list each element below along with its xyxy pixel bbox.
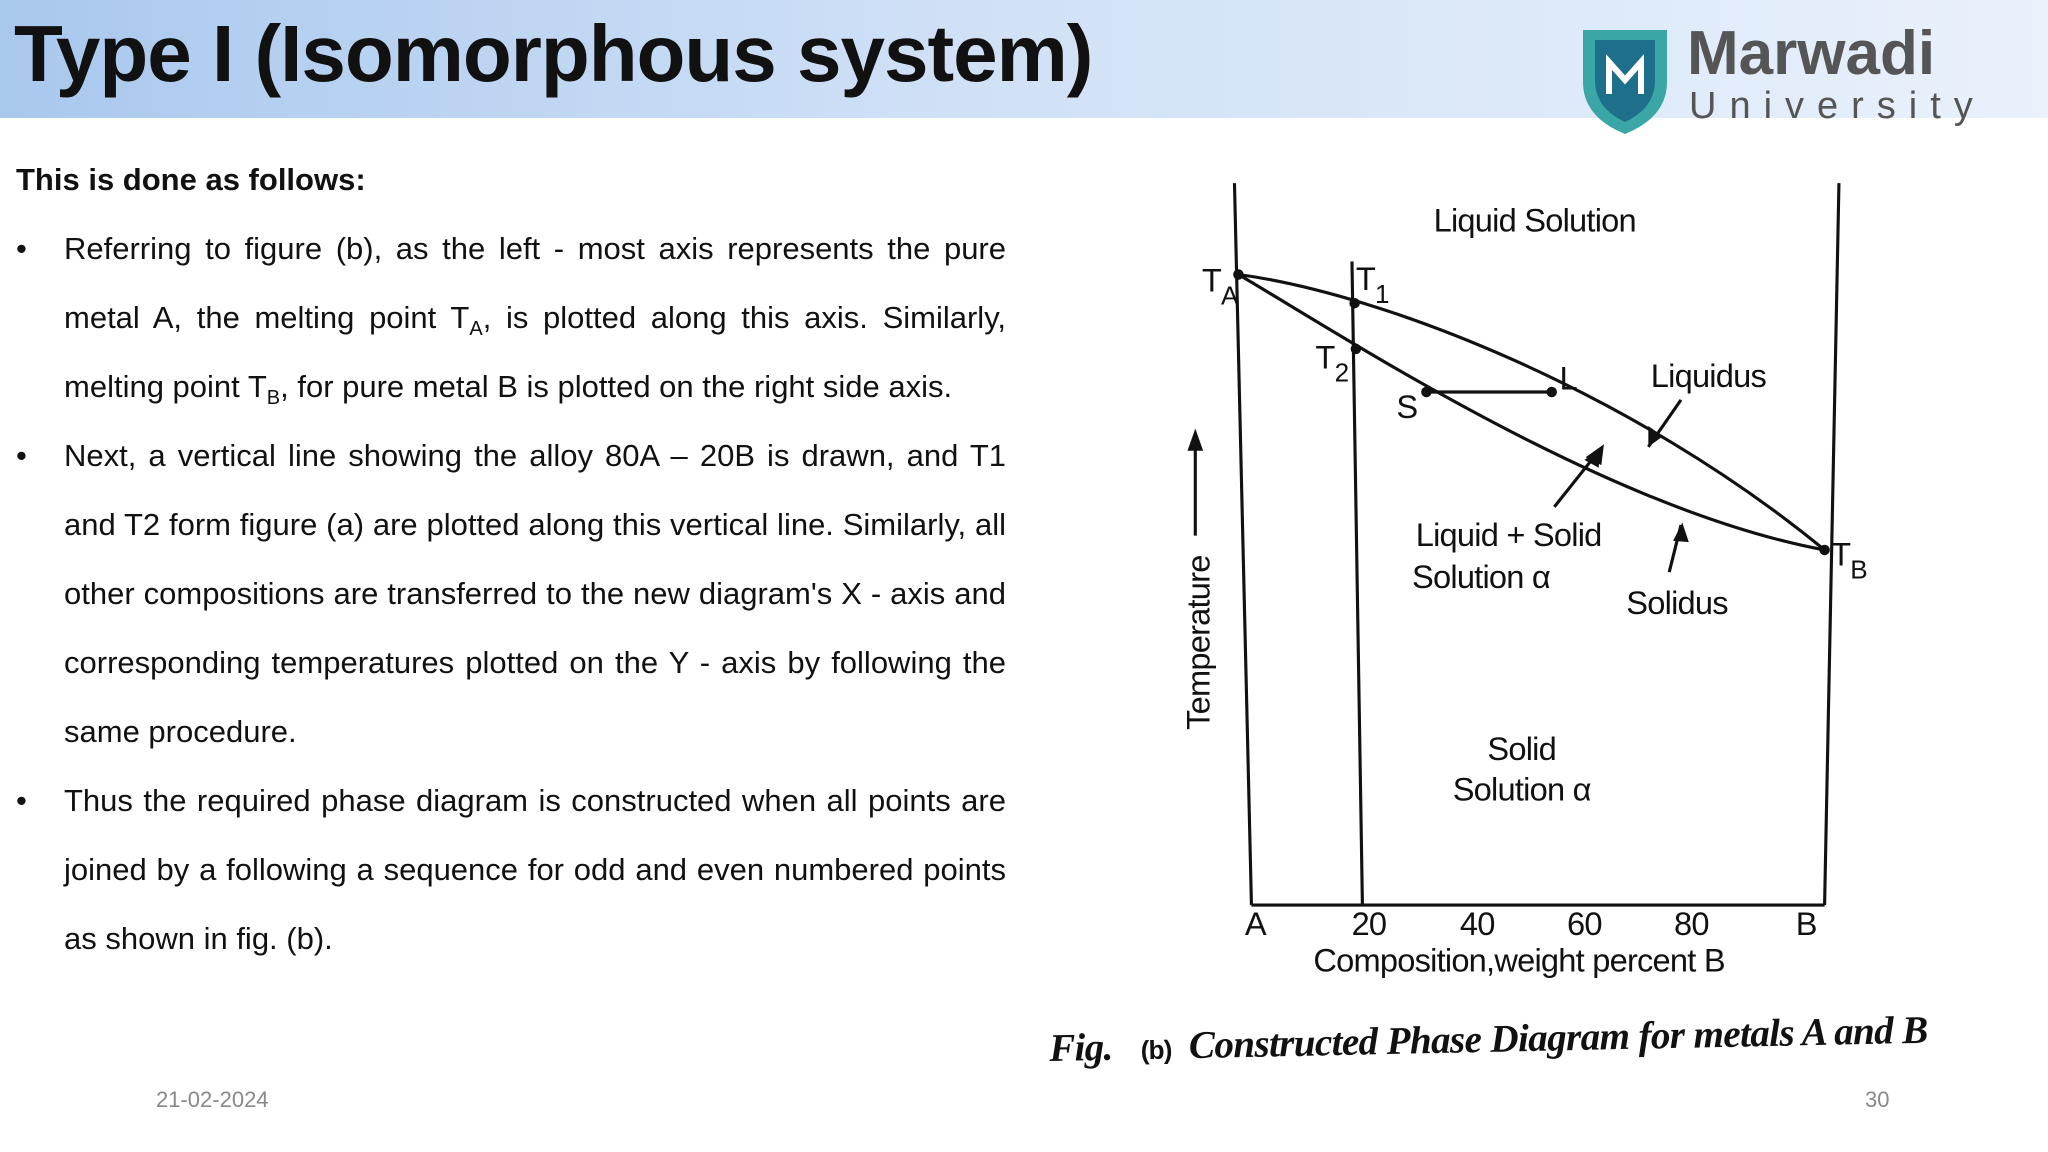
bullet-marker: • (16, 438, 27, 473)
point-label: T2 (1315, 339, 1348, 388)
point (1546, 386, 1557, 398)
arrowheads (1187, 425, 1689, 543)
x-ticks: A 20 40 60 80 B (1245, 905, 1818, 942)
diagram-lines (1193, 183, 1841, 907)
logo-name: Marwadi (1687, 22, 1935, 88)
subscript: B (266, 387, 281, 410)
point (1421, 386, 1432, 398)
intro: This is done as follows: (16, 162, 366, 197)
subscript: A (469, 318, 483, 341)
point-label-main: T (1202, 261, 1222, 298)
region-label: Solution α (1453, 771, 1591, 808)
point-label: T1 (1356, 260, 1389, 309)
bullet: • Next, a vertical line showing the alloy… (16, 421, 1006, 766)
caption-text: Constructed Phase Diagram for metals A a… (1188, 1009, 1928, 1067)
alloy-line (1350, 261, 1364, 906)
slide-title: Type I (Isomorphous system) (14, 9, 1093, 98)
region-label: Liquid + Solid (1416, 516, 1602, 553)
caption-prefix: Fig. (1048, 1026, 1113, 1070)
liquidus-curve (1238, 272, 1826, 552)
left-axis (1232, 183, 1254, 906)
point-label-sub: 2 (1335, 358, 1349, 388)
arrowhead (1187, 428, 1204, 451)
caption-tag: (b) (1140, 1035, 1172, 1066)
content: This is done as follows: • Referring to f… (16, 145, 1006, 973)
header-band: Type I (Isomorphous system) (0, 0, 2048, 118)
x-tick-label: 20 (1352, 905, 1387, 942)
arrowhead (1673, 522, 1689, 543)
y-axis-label: Temperature (1180, 555, 1217, 730)
liquidus-label: Liquidus (1651, 357, 1767, 394)
points (1233, 269, 1830, 556)
x-tick-label: 80 (1674, 905, 1709, 942)
point-label: TA (1202, 261, 1239, 310)
page-number: 30 (1865, 1087, 1890, 1112)
bullet: • Referring to figure (b), as the left - … (16, 214, 1006, 421)
point (1349, 298, 1360, 309)
point (1819, 544, 1830, 556)
point-label: L (1560, 359, 1578, 396)
x-axis-label: Composition,weight percent B (1313, 942, 1725, 979)
right-axis (1823, 183, 1841, 906)
logo-subtitle: University (1689, 85, 1986, 127)
x-tick-label: 40 (1460, 905, 1495, 942)
point-label-main: T (1356, 260, 1376, 297)
x-tick-label: 60 (1567, 905, 1602, 942)
point-label-sub: B (1850, 555, 1867, 585)
bullet: • Thus the required phase diagram is cons… (16, 766, 1006, 973)
point-label-sub: A (1221, 281, 1239, 311)
bullet-list: • Referring to figure (b), as the left - … (16, 214, 1006, 973)
footer-date: 21-02-2024 (156, 1087, 269, 1112)
bullet-marker: • (16, 231, 27, 266)
x-tick-label: B (1796, 905, 1817, 942)
bullet-marker: • (16, 783, 27, 818)
point (1350, 343, 1362, 355)
region-label: Solid (1487, 730, 1556, 767)
solidus-label: Solidus (1626, 584, 1728, 621)
bullet-text: Referring to figure (b), as the left - m… (64, 231, 1006, 335)
x-tick-label: A (1245, 905, 1267, 942)
region-label: Liquid Solution (1434, 201, 1636, 238)
phase-diagram: Liquid Solution Liquidus Liquid + Solid … (1048, 183, 1928, 1070)
bullet-text: Next, a vertical line showing the alloy … (64, 438, 1006, 749)
point-label-main: T (1831, 536, 1851, 573)
region-label: Solution α (1412, 558, 1550, 595)
logo: Marwadi University (1583, 22, 1986, 134)
bullet-text: , for pure metal B is plotted on the rig… (280, 369, 953, 404)
arrowhead (1584, 444, 1604, 468)
point (1233, 269, 1244, 280)
point-label-main: T (1315, 339, 1335, 376)
point-label: TB (1831, 536, 1867, 585)
caption: Fig. (b) Constructed Phase Diagram for m… (1048, 1009, 1928, 1070)
bullet-text: , is plotted along this axis. Similarly,… (64, 300, 1007, 404)
solidus-curve (1237, 273, 1825, 552)
bullet-text: Thus the required phase diagram is const… (64, 783, 1006, 956)
point-label-sub: 1 (1375, 279, 1389, 309)
arrowhead (1648, 425, 1663, 447)
point-label: S (1396, 388, 1417, 425)
logo-m (1606, 54, 1644, 94)
